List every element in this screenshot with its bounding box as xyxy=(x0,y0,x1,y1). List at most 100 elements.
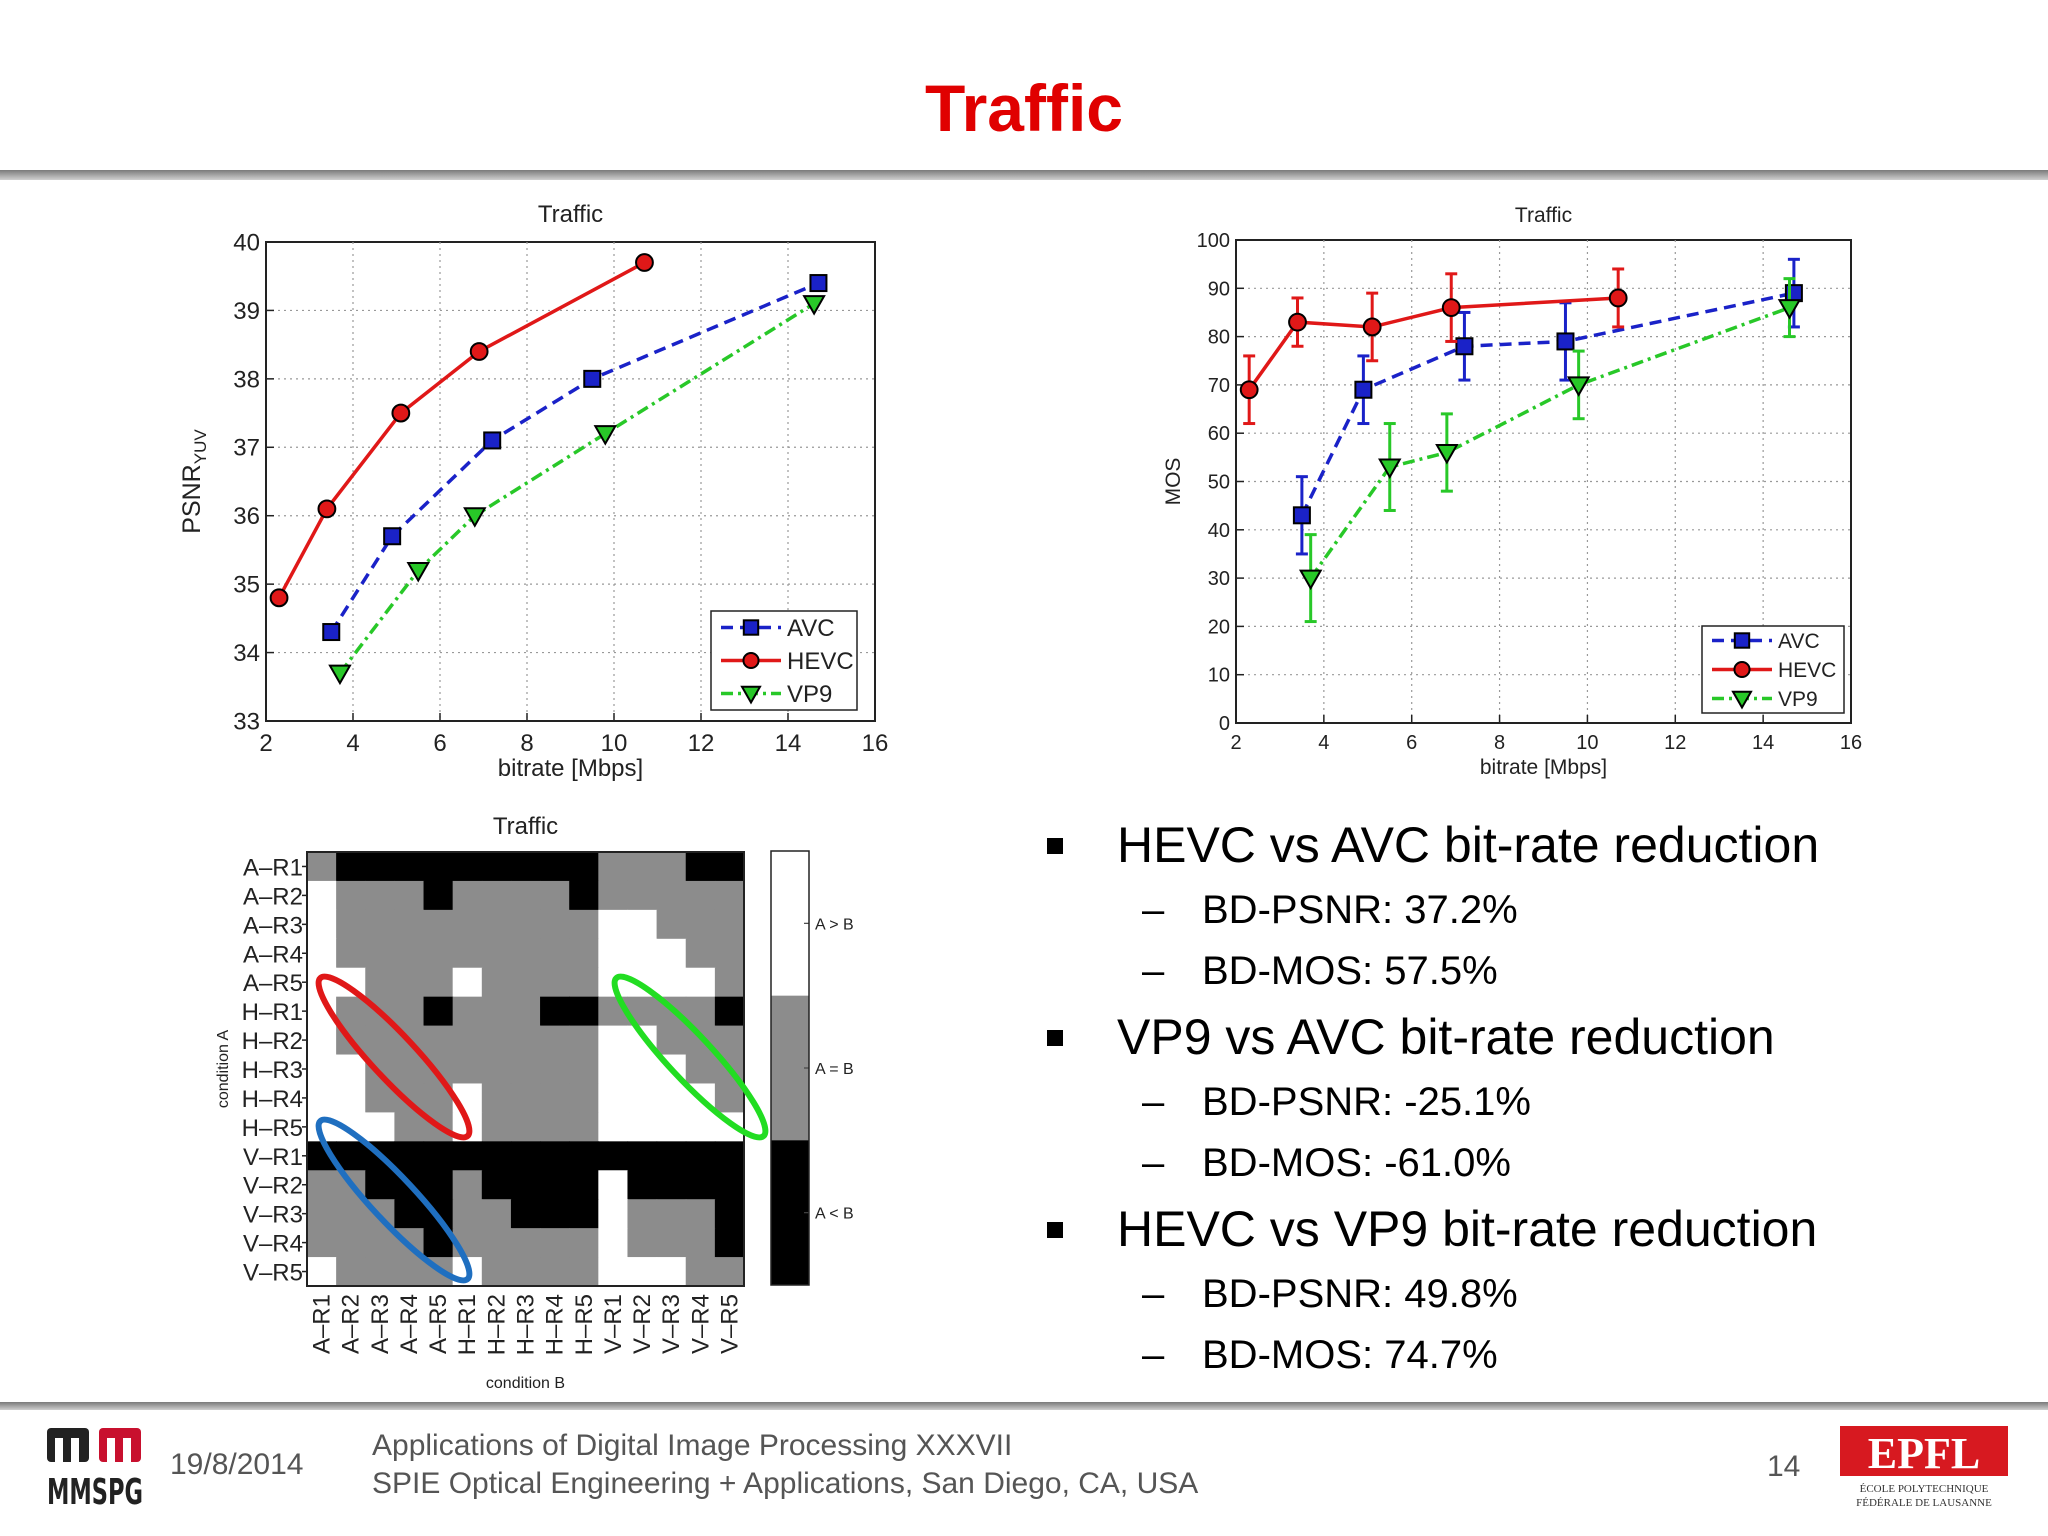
psnr-chart-xlabel: bitrate [Mbps] xyxy=(498,755,643,782)
heatmap-cell xyxy=(714,1228,745,1258)
heatmap-cell xyxy=(452,1170,483,1200)
heatmap-cell xyxy=(685,938,716,969)
mos-chart-ticks: 2 4 6 8 10 12 14 16 0 10 20 30 40 50 60 70 80 90 100 xyxy=(1197,230,1863,754)
heatmap-cell xyxy=(685,1112,716,1142)
point-avc xyxy=(1292,506,1311,525)
heatmap-cell xyxy=(452,1054,483,1085)
legend-label-avc: AVC xyxy=(1778,630,1820,653)
legend-label-avc: AVC xyxy=(787,615,835,642)
psnr-chart-ylabel-sub: YUV xyxy=(191,429,210,465)
heatmap-cell xyxy=(510,1170,541,1200)
legend-marker-avc xyxy=(1733,632,1751,649)
row-label: V–R1 xyxy=(243,1144,303,1171)
y-tick-label: 20 xyxy=(1208,616,1230,638)
heatmap-cell xyxy=(510,1054,541,1085)
point-hevc xyxy=(469,342,489,361)
heatmap-cell xyxy=(627,1141,658,1171)
heatmap-cell xyxy=(598,1141,629,1171)
x-tick-label: 10 xyxy=(1576,732,1598,754)
heatmap-cell xyxy=(481,1199,512,1229)
significance-heatmap: A–R1A–R1A–R2A–R2A–R3A–R3A–R4A–R4A–R5A–R5… xyxy=(215,813,854,1392)
page-number: 14 xyxy=(1767,1450,1801,1483)
epfl-logo-sub1: ÉCOLE POLYTECHNIQUE xyxy=(1860,1483,1989,1495)
heatmap-cell xyxy=(365,1257,395,1287)
bullet-text: HEVC vs AVC bit-rate reduction xyxy=(1117,817,1820,873)
heatmap-cell xyxy=(394,938,425,969)
psnr-chart-ylabel-main: PSNR xyxy=(178,464,206,533)
sub-bullet: – BD-PSNR: 49.8% xyxy=(1040,1264,2040,1325)
colorbar-label: A = B xyxy=(815,1061,854,1078)
heatmap-cell xyxy=(685,1228,716,1258)
heatmap-cell xyxy=(598,1257,629,1287)
mos-chart-legend: AVC HEVC VP9 xyxy=(1701,625,1845,714)
heatmap-cell xyxy=(685,852,716,882)
epfl-logo: EPFL ÉCOLE POLYTECHNIQUE FÉDÉRALE DE LAU… xyxy=(1840,1426,2008,1509)
point-hevc xyxy=(269,588,289,608)
y-tick-label: 39 xyxy=(233,298,260,325)
heatmap-cell xyxy=(481,938,512,969)
heatmap-cell xyxy=(569,967,599,998)
row-label: V–R5 xyxy=(243,1260,303,1287)
heatmap-cell xyxy=(510,1141,541,1171)
heatmap-cell xyxy=(510,852,541,882)
heatmap-cell xyxy=(423,1141,454,1171)
y-tick-label: 34 xyxy=(233,640,260,667)
y-tick-label: 35 xyxy=(233,572,260,599)
colorbar-segment xyxy=(771,851,809,997)
col-label: H–R5 xyxy=(571,1294,598,1355)
heatmap-cell xyxy=(510,1083,541,1113)
legend-marker-vp9 xyxy=(740,685,762,705)
heatmap-cell xyxy=(365,909,395,940)
heatmap-cell xyxy=(598,852,629,882)
heatmap-cell xyxy=(656,1257,687,1287)
heatmap-cell xyxy=(510,1112,541,1142)
x-tick-label: 14 xyxy=(775,730,802,757)
sub-bullet-text: BD-PSNR: 37.2% xyxy=(1202,888,1518,932)
legend-label-vp9: VP9 xyxy=(787,681,832,708)
heatmap-cell xyxy=(336,1083,366,1113)
sub-bullet: – BD-MOS: 74.7% xyxy=(1040,1325,2040,1386)
heatmap-cell xyxy=(394,1199,425,1229)
heatmap-cell xyxy=(481,1170,512,1200)
bullet-text: HEVC vs VP9 bit-rate reduction xyxy=(1117,1201,1818,1257)
series-line-vp9 xyxy=(1309,305,1791,580)
mos-chart: 2 4 6 8 10 12 14 16 0 10 20 30 40 50 60 70 80 90 100 Traff… xyxy=(1162,204,1862,779)
heatmap-cell xyxy=(365,1170,395,1200)
sub-bullet-text: BD-MOS: 74.7% xyxy=(1202,1333,1498,1377)
col-label: V–R2 xyxy=(629,1294,656,1354)
heatmap-cell xyxy=(452,967,483,998)
sub-bullet: – BD-PSNR: 37.2% xyxy=(1040,880,2040,941)
heatmap-cell xyxy=(627,1257,658,1287)
heatmap-cell xyxy=(394,880,425,911)
heatmap-cell xyxy=(481,1054,512,1085)
x-tick-label: 8 xyxy=(520,730,533,757)
heatmap-cell xyxy=(307,938,337,969)
point-vp9 xyxy=(1777,299,1802,320)
point-vp9 xyxy=(593,425,618,446)
heatmap-cell xyxy=(510,996,541,1027)
point-vp9 xyxy=(1435,444,1459,465)
col-label: A–R1 xyxy=(309,1294,336,1354)
legend-label-vp9: VP9 xyxy=(1778,688,1818,711)
heatmap-cell xyxy=(656,1170,687,1200)
heatmap-cell xyxy=(598,880,629,911)
point-avc xyxy=(583,369,602,388)
row-label: A–R1 xyxy=(243,854,303,881)
y-tick-label: 80 xyxy=(1208,327,1230,349)
colorbar-segment xyxy=(771,995,809,1141)
col-label: A–R2 xyxy=(338,1294,365,1354)
heatmap-cell xyxy=(569,996,599,1027)
heatmap-cell xyxy=(481,996,512,1027)
heatmap-cell xyxy=(452,938,483,969)
col-label: H–R2 xyxy=(483,1294,510,1355)
heatmap-cell xyxy=(714,1025,745,1056)
heatmap-cell xyxy=(481,852,512,882)
point-hevc xyxy=(1288,312,1307,332)
footer-venue: SPIE Optical Engineering + Applications,… xyxy=(372,1467,1199,1500)
legend-marker-vp9 xyxy=(1731,690,1753,710)
bullet-2: VP9 vs AVC bit-rate reduction xyxy=(1040,1002,2040,1072)
dash-marker: – xyxy=(1142,1080,1165,1124)
point-hevc xyxy=(1239,380,1259,400)
heatmap-cell xyxy=(598,909,629,940)
